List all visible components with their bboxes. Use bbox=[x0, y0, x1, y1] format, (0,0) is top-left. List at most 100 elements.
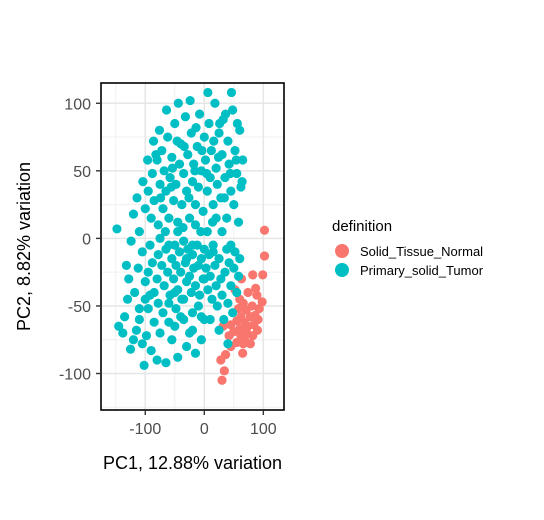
scatter-point-primary-solid-tumor bbox=[181, 341, 192, 352]
scatter-point-primary-solid-tumor bbox=[185, 95, 195, 106]
scatter-point-primary-solid-tumor bbox=[196, 227, 206, 237]
scatter-point-primary-solid-tumor bbox=[219, 314, 229, 325]
scatter-point-primary-solid-tumor bbox=[153, 250, 163, 260]
scatter-point-primary-solid-tumor bbox=[118, 328, 128, 338]
scatter-point-primary-solid-tumor bbox=[204, 118, 214, 129]
scatter-point-primary-solid-tumor bbox=[140, 204, 150, 214]
scatter-point-primary-solid-tumor bbox=[149, 317, 159, 327]
scatter-point-primary-solid-tumor bbox=[214, 128, 224, 138]
scatter-point-primary-solid-tumor bbox=[207, 294, 217, 304]
scatter-point-primary-solid-tumor bbox=[229, 200, 239, 210]
scatter-point-solid-tissue-normal bbox=[245, 312, 255, 322]
scatter-point-primary-solid-tumor bbox=[164, 298, 174, 308]
scatter-point-primary-solid-tumor bbox=[177, 200, 187, 210]
scatter-point-primary-solid-tumor bbox=[233, 217, 244, 227]
scatter-point-primary-solid-tumor bbox=[146, 213, 156, 223]
scatter-point-primary-solid-tumor bbox=[238, 155, 248, 165]
scatter-point-primary-solid-tumor bbox=[158, 308, 168, 318]
scatter-point-solid-tissue-normal bbox=[241, 305, 251, 315]
scatter-point-primary-solid-tumor bbox=[214, 325, 224, 335]
scatter-point-primary-solid-tumor bbox=[164, 213, 174, 223]
scatter-point-primary-solid-tumor bbox=[138, 177, 148, 187]
scatter-point-primary-solid-tumor bbox=[128, 335, 139, 345]
scatter-point-primary-solid-tumor bbox=[161, 358, 171, 368]
scatter-point-primary-solid-tumor bbox=[124, 274, 134, 284]
x-tick-label: 100 bbox=[250, 421, 277, 438]
scatter-point-primary-solid-tumor bbox=[140, 277, 150, 287]
scatter-point-primary-solid-tumor bbox=[167, 254, 177, 264]
scatter-point-primary-solid-tumor bbox=[191, 122, 201, 133]
legend: definition Solid_Tissue_Normal Primary_so… bbox=[332, 218, 484, 278]
scatter-point-primary-solid-tumor bbox=[179, 236, 189, 246]
scatter-point-primary-solid-tumor bbox=[225, 168, 235, 179]
scatter-point-primary-solid-tumor bbox=[179, 168, 189, 179]
scatter-point-primary-solid-tumor bbox=[219, 193, 229, 203]
scatter-point-primary-solid-tumor bbox=[217, 227, 227, 237]
scatter-point-solid-tissue-normal bbox=[238, 339, 248, 349]
scatter-point-primary-solid-tumor bbox=[190, 166, 200, 176]
scatter-point-primary-solid-tumor bbox=[228, 105, 238, 115]
scatter-point-primary-solid-tumor bbox=[146, 345, 156, 356]
scatter-point-primary-solid-tumor bbox=[184, 271, 195, 281]
scatter-point-primary-solid-tumor bbox=[223, 339, 233, 349]
scatter-point-primary-solid-tumor bbox=[170, 118, 180, 129]
scatter-point-primary-solid-tumor bbox=[226, 186, 236, 196]
scatter-point-primary-solid-tumor bbox=[169, 274, 179, 284]
scatter-point-primary-solid-tumor bbox=[155, 233, 165, 243]
x-axis-title: PC1, 12.88% variation bbox=[103, 453, 282, 473]
scatter-point-primary-solid-tumor bbox=[187, 308, 198, 318]
scatter-point-primary-solid-tumor bbox=[180, 112, 191, 122]
scatter-point-primary-solid-tumor bbox=[229, 263, 239, 273]
scatter-point-primary-solid-tumor bbox=[202, 227, 212, 237]
scatter-point-primary-solid-tumor bbox=[210, 260, 220, 271]
scatter-point-primary-solid-tumor bbox=[130, 287, 140, 298]
scatter-point-primary-solid-tumor bbox=[174, 247, 185, 257]
legend-key-solid-tissue-normal bbox=[335, 244, 349, 258]
scatter-point-solid-tissue-normal bbox=[259, 251, 270, 261]
scatter-point-solid-tissue-normal bbox=[217, 375, 227, 385]
scatter-point-primary-solid-tumor bbox=[143, 155, 153, 165]
scatter-point-primary-solid-tumor bbox=[232, 168, 242, 179]
scatter-point-primary-solid-tumor bbox=[203, 87, 213, 98]
scatter-point-solid-tissue-normal bbox=[248, 270, 258, 280]
scatter-point-primary-solid-tumor bbox=[187, 325, 198, 335]
scatter-point-primary-solid-tumor bbox=[237, 177, 247, 187]
scatter-point-primary-solid-tumor bbox=[193, 301, 204, 311]
scatter-point-primary-solid-tumor bbox=[199, 132, 209, 142]
scatter-point-primary-solid-tumor bbox=[213, 152, 224, 162]
scatter-point-primary-solid-tumor bbox=[181, 254, 192, 264]
scatter-point-primary-solid-tumor bbox=[231, 155, 241, 165]
scatter-point-primary-solid-tumor bbox=[197, 145, 207, 156]
axis-ticks: -100 0 100 -100 -50 0 50 100 bbox=[59, 96, 277, 438]
scatter-point-primary-solid-tumor bbox=[186, 287, 196, 298]
scatter-point-primary-solid-tumor bbox=[133, 263, 143, 273]
scatter-point-primary-solid-tumor bbox=[235, 254, 245, 264]
scatter-point-primary-solid-tumor bbox=[208, 200, 218, 210]
scatter-point-primary-solid-tumor bbox=[143, 267, 153, 277]
scatter-point-primary-solid-tumor bbox=[212, 179, 222, 189]
y-tick-label: 0 bbox=[82, 231, 91, 248]
scatter-point-primary-solid-tumor bbox=[173, 227, 183, 237]
x-tick-label: 0 bbox=[200, 421, 209, 438]
scatter-point-primary-solid-tumor bbox=[233, 271, 244, 281]
scatter-point-primary-solid-tumor bbox=[172, 136, 182, 146]
scatter-point-primary-solid-tumor bbox=[128, 209, 139, 219]
scatter-point-primary-solid-tumor bbox=[151, 150, 161, 160]
scatter-point-primary-solid-tumor bbox=[154, 125, 165, 135]
scatter-point-primary-solid-tumor bbox=[141, 331, 152, 341]
scatter-point-primary-solid-tumor bbox=[148, 136, 159, 146]
scatter-point-primary-solid-tumor bbox=[161, 105, 172, 115]
scatter-point-primary-solid-tumor bbox=[179, 314, 189, 325]
scatter-point-primary-solid-tumor bbox=[220, 267, 230, 277]
scatter-point-primary-solid-tumor bbox=[164, 317, 174, 327]
scatter-point-primary-solid-tumor bbox=[156, 193, 166, 203]
scatter-point-primary-solid-tumor bbox=[139, 360, 149, 371]
scatter-point-primary-solid-tumor bbox=[153, 220, 163, 230]
scatter-point-primary-solid-tumor bbox=[198, 206, 208, 216]
scatter-point-primary-solid-tumor bbox=[200, 155, 211, 165]
scatter-point-primary-solid-tumor bbox=[184, 193, 194, 203]
scatter-point-primary-solid-tumor bbox=[112, 224, 122, 234]
scatter-point-primary-solid-tumor bbox=[176, 267, 186, 277]
scatter-point-primary-solid-tumor bbox=[208, 240, 218, 250]
